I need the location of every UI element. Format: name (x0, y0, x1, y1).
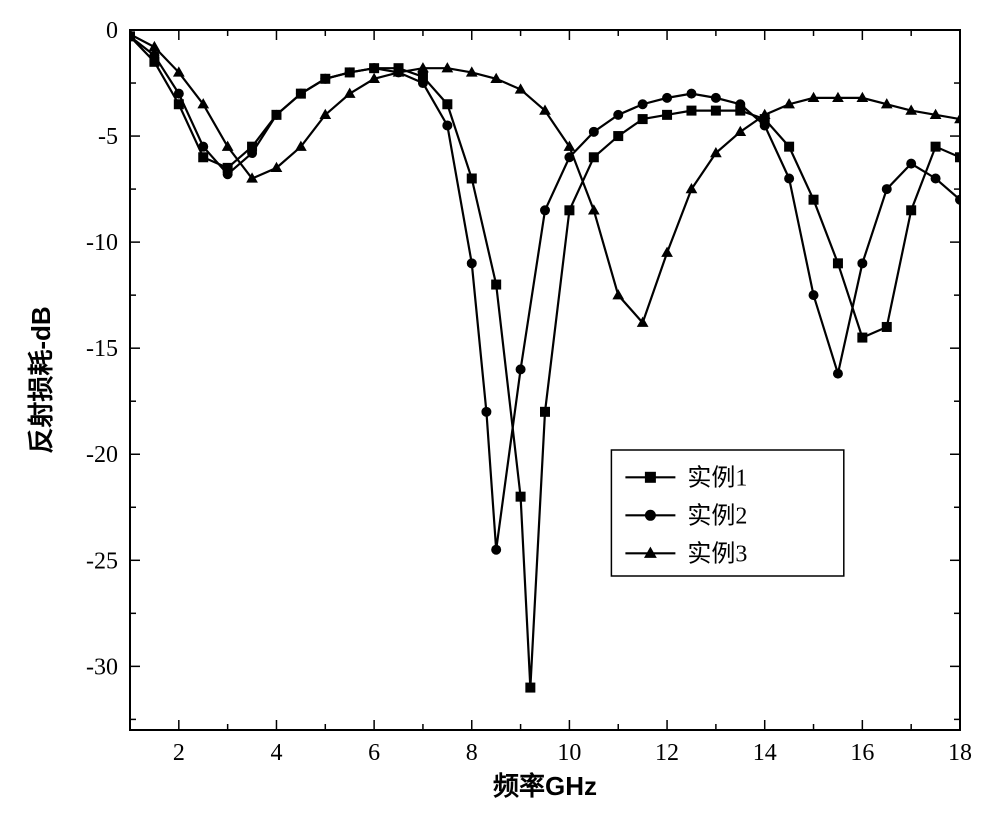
y-tick-label: 0 (106, 18, 118, 44)
y-tick-label: -20 (86, 442, 118, 468)
x-tick-label: 14 (753, 740, 777, 766)
legend-label: 实例3 (687, 540, 747, 567)
x-tick-label: 12 (655, 740, 679, 766)
x-tick-label: 10 (557, 740, 581, 766)
x-tick-label: 8 (466, 740, 478, 766)
y-tick-label: -5 (98, 124, 118, 150)
y-tick-label: -10 (86, 230, 118, 256)
legend-label: 实例1 (687, 464, 747, 491)
y-tick-label: -15 (86, 336, 118, 362)
reflection-loss-chart: 2 4 6 8 10 12 14 16 18 频率GHz -30 -25 -20 -15 -10 -5 0 反射损… (0, 0, 1000, 813)
x-tick-label: 2 (173, 740, 185, 766)
x-tick-label: 6 (368, 740, 380, 766)
legend-label: 实例2 (687, 502, 747, 529)
x-tick-label: 4 (270, 740, 282, 766)
y-tick-label: -25 (86, 548, 118, 574)
y-axis-label: 反射损耗-dB (26, 306, 56, 453)
x-tick-label: 16 (850, 740, 874, 766)
y-tick-label: -30 (86, 654, 118, 680)
chart-container: 2 4 6 8 10 12 14 16 18 频率GHz -30 -25 -20 -15 -10 -5 0 反射损… (0, 0, 1000, 813)
x-axis-label: 频率GHz (493, 771, 597, 801)
x-tick-label: 18 (948, 740, 972, 766)
